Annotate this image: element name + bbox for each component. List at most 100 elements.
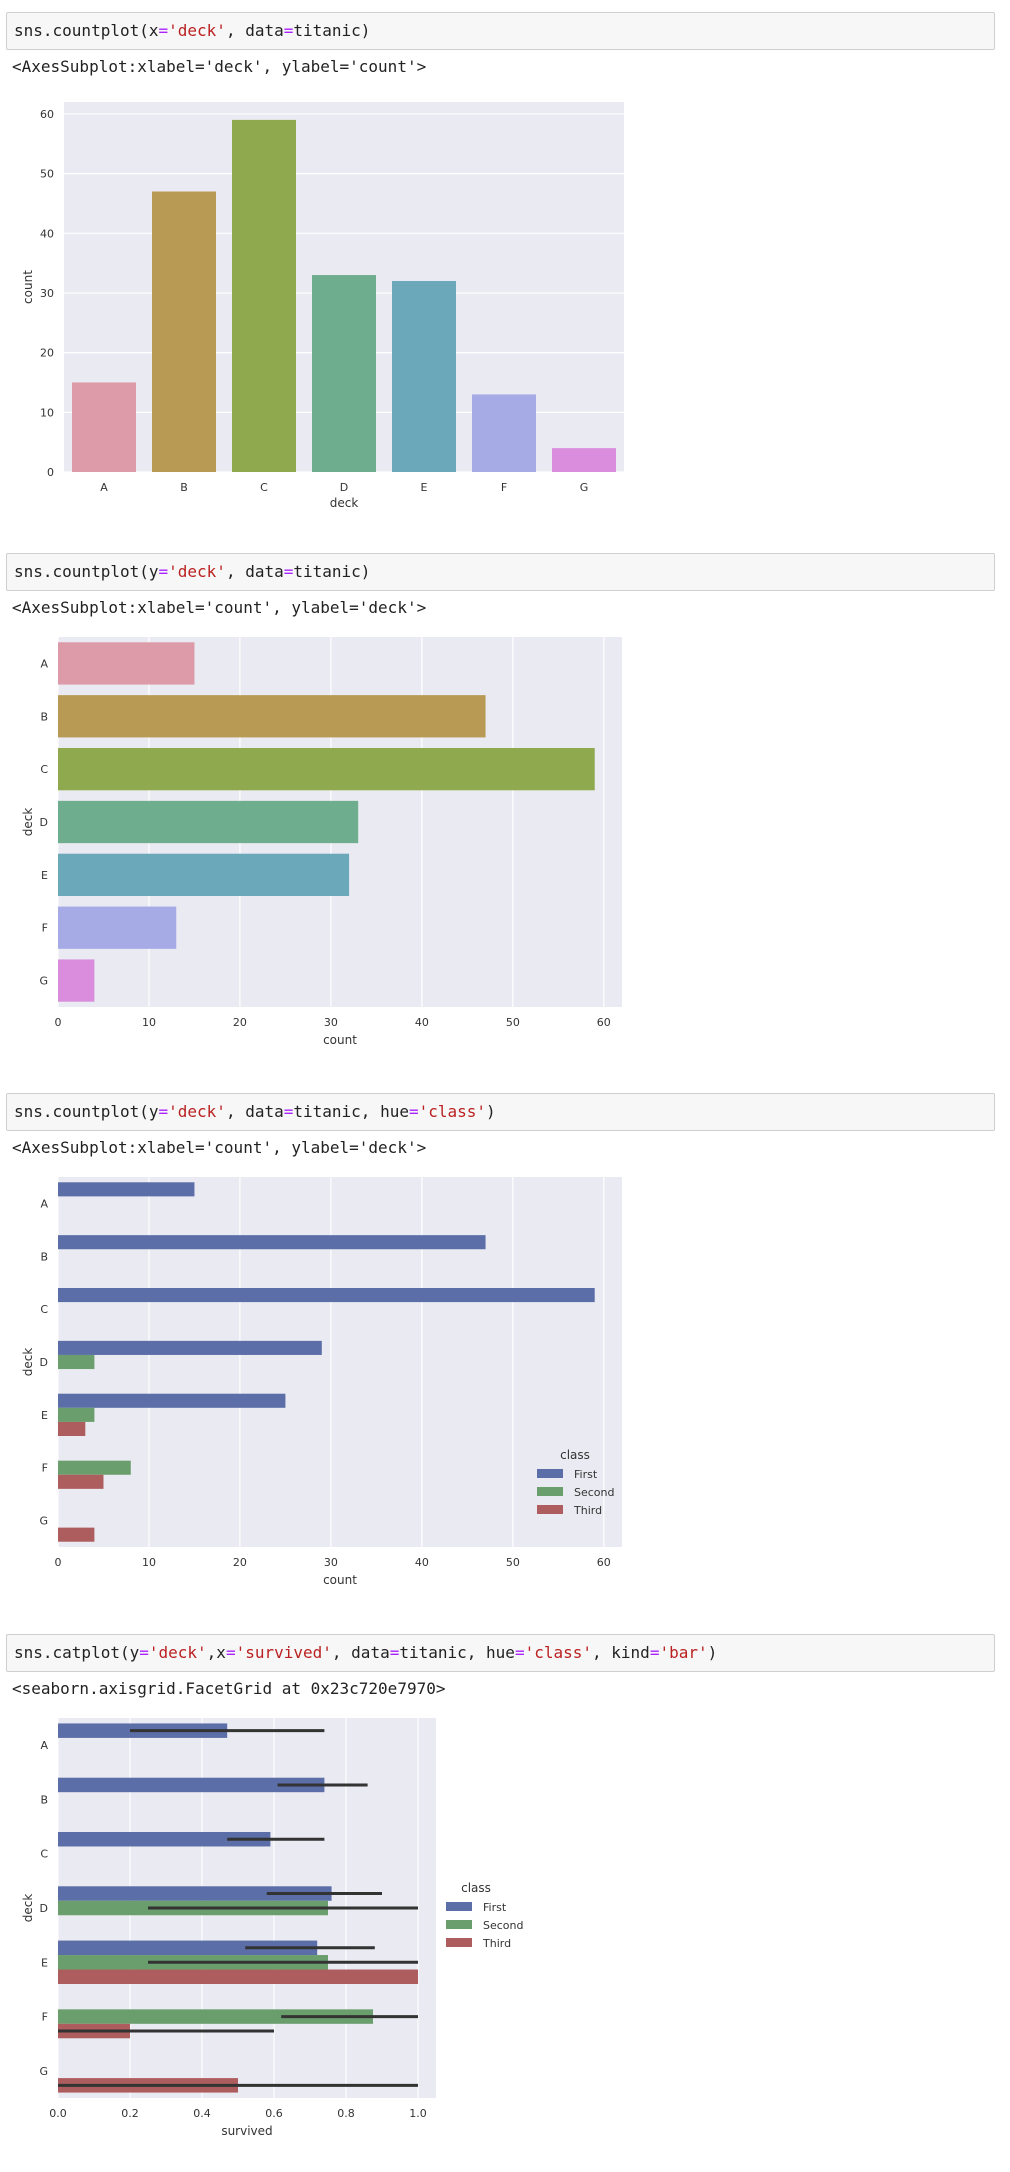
bar bbox=[58, 1527, 95, 1542]
legend-label: Third bbox=[573, 1504, 602, 1517]
legend-swatch bbox=[537, 1487, 563, 1496]
x-tick-label: C bbox=[260, 481, 268, 494]
y-axis-label: deck bbox=[21, 808, 35, 837]
x-tick-label: E bbox=[421, 481, 428, 494]
bar bbox=[392, 281, 456, 472]
x-tick-label: 60 bbox=[597, 1556, 611, 1569]
legend-title: class bbox=[560, 1448, 590, 1462]
y-tick-label: F bbox=[42, 1462, 48, 1475]
bar bbox=[58, 1832, 271, 1847]
x-axis-label: count bbox=[323, 1033, 357, 1047]
y-tick-label: 30 bbox=[40, 287, 54, 300]
code-line[interactable]: sns.countplot(x='deck', data=titanic) bbox=[14, 21, 371, 40]
bar bbox=[58, 748, 595, 791]
y-tick-label: B bbox=[40, 1793, 48, 1806]
x-tick-label: 10 bbox=[142, 1016, 156, 1029]
x-tick-label: A bbox=[100, 481, 108, 494]
x-tick-label: 60 bbox=[597, 1016, 611, 1029]
x-tick-label: 50 bbox=[506, 1556, 520, 1569]
bar bbox=[58, 1340, 322, 1355]
output-text: <AxesSubplot:xlabel='deck', ylabel='coun… bbox=[12, 57, 427, 76]
x-tick-label: 0 bbox=[55, 1016, 62, 1029]
y-tick-label: G bbox=[39, 1515, 48, 1528]
code-cell-3[interactable]: sns.countplot(y='deck', data=titanic, hu… bbox=[6, 1093, 995, 1131]
y-tick-label: C bbox=[40, 1848, 48, 1861]
code-line[interactable]: sns.countplot(y='deck', data=titanic) bbox=[14, 562, 371, 581]
code-cell-4[interactable]: sns.catplot(y='deck',x='survived', data=… bbox=[6, 1634, 995, 1672]
bar bbox=[58, 1886, 332, 1901]
y-tick-label: E bbox=[41, 1956, 48, 1969]
y-tick-label: 40 bbox=[40, 227, 54, 240]
y-tick-label: E bbox=[41, 1409, 48, 1422]
legend-label: Second bbox=[574, 1486, 614, 1499]
legend-swatch bbox=[537, 1469, 563, 1478]
code-line[interactable]: sns.catplot(y='deck',x='survived', data=… bbox=[14, 1643, 718, 1662]
bar bbox=[312, 275, 376, 472]
y-tick-label: 0 bbox=[47, 466, 54, 479]
x-tick-label: 20 bbox=[233, 1556, 247, 1569]
x-tick-label: 0.4 bbox=[193, 2107, 211, 2120]
bar bbox=[58, 642, 195, 685]
y-tick-label: A bbox=[40, 657, 48, 670]
code-cell-2[interactable]: sns.countplot(y='deck', data=titanic) bbox=[6, 553, 995, 591]
code-cell-1[interactable]: sns.countplot(x='deck', data=titanic) bbox=[6, 12, 995, 50]
y-tick-label: 20 bbox=[40, 347, 54, 360]
legend-label: First bbox=[574, 1468, 598, 1481]
output-text: <seaborn.axisgrid.FacetGrid at 0x23c720e… bbox=[12, 1679, 446, 1698]
bar bbox=[58, 1235, 486, 1250]
y-tick-label: D bbox=[40, 816, 48, 829]
bar bbox=[58, 959, 95, 1002]
y-tick-label: B bbox=[40, 710, 48, 723]
y-tick-label: F bbox=[42, 922, 48, 935]
x-tick-label: 1.0 bbox=[409, 2107, 427, 2120]
y-axis-label: deck bbox=[21, 1894, 35, 1923]
y-tick-label: 10 bbox=[40, 406, 54, 419]
bar bbox=[552, 448, 616, 472]
x-axis-label: deck bbox=[330, 496, 359, 510]
legend-label: First bbox=[483, 1901, 507, 1914]
y-tick-label: C bbox=[40, 1303, 48, 1316]
bar bbox=[58, 1777, 325, 1793]
code-line[interactable]: sns.countplot(y='deck', data=titanic, hu… bbox=[14, 1102, 496, 1121]
bar bbox=[58, 906, 177, 949]
bar bbox=[152, 191, 216, 473]
bar bbox=[58, 1354, 95, 1370]
x-tick-label: G bbox=[580, 481, 589, 494]
x-tick-label: 40 bbox=[415, 1556, 429, 1569]
output-text: <AxesSubplot:xlabel='count', ylabel='dec… bbox=[12, 598, 427, 617]
y-tick-label: D bbox=[40, 1356, 48, 1369]
bar bbox=[232, 119, 296, 472]
y-tick-label: A bbox=[40, 1739, 48, 1752]
bar bbox=[58, 800, 359, 844]
y-tick-label: A bbox=[40, 1197, 48, 1210]
legend-label: Second bbox=[483, 1919, 523, 1932]
x-tick-label: 0.0 bbox=[49, 2107, 67, 2120]
bar bbox=[58, 1393, 286, 1408]
y-tick-label: E bbox=[41, 869, 48, 882]
y-tick-label: G bbox=[39, 2065, 48, 2078]
y-tick-label: F bbox=[42, 2011, 48, 2024]
x-tick-label: D bbox=[340, 481, 348, 494]
bar bbox=[58, 2009, 373, 2024]
x-axis-label: count bbox=[323, 1573, 357, 1587]
bar bbox=[58, 695, 486, 738]
x-tick-label: 0.2 bbox=[121, 2107, 139, 2120]
bar bbox=[58, 1407, 95, 1422]
legend-title: class bbox=[461, 1881, 491, 1895]
bar bbox=[58, 1460, 131, 1475]
x-tick-label: 20 bbox=[233, 1016, 247, 1029]
x-tick-label: 40 bbox=[415, 1016, 429, 1029]
x-tick-label: 50 bbox=[506, 1016, 520, 1029]
bar bbox=[58, 1182, 195, 1197]
output-text: <AxesSubplot:xlabel='count', ylabel='dec… bbox=[12, 1138, 427, 1157]
bar bbox=[58, 1940, 318, 1956]
x-tick-label: 30 bbox=[324, 1016, 338, 1029]
bar bbox=[58, 853, 350, 896]
y-tick-label: 60 bbox=[40, 108, 54, 121]
y-tick-label: C bbox=[40, 763, 48, 776]
bar bbox=[58, 1421, 86, 1436]
